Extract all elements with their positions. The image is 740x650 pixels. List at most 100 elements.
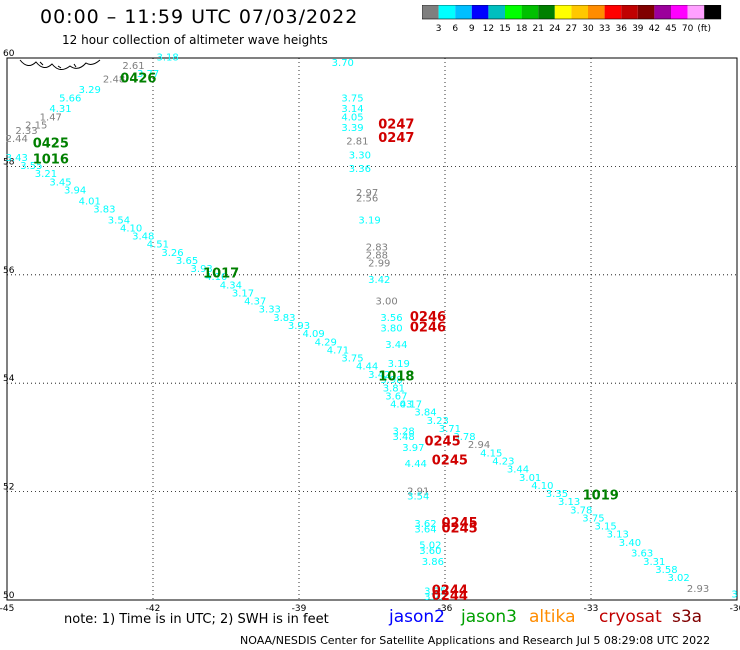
swh-value: 2.93 <box>687 584 709 595</box>
swh-value: 1.47 <box>40 112 62 123</box>
swh-value: 4.71 <box>327 345 349 356</box>
latitude-tick-label: 60 <box>3 49 15 59</box>
pass-time-label: 1017 <box>203 267 239 282</box>
swh-value: 3.18 <box>156 53 178 64</box>
colorbar-tick-label: 45 <box>665 24 676 34</box>
colorbar-swatch <box>538 5 555 19</box>
swh-value: 4.10 <box>205 272 227 283</box>
swh-value: 3.14 <box>341 104 363 115</box>
colorbar-tick-label: 27 <box>566 24 577 34</box>
pass-time-label: 0247 <box>378 131 414 146</box>
colorbar-tick-label: 36 <box>615 24 627 34</box>
swh-value: 3.75 <box>341 354 363 365</box>
swh-value: 3.80 <box>380 324 402 335</box>
swh-value: 3.17 <box>232 288 254 299</box>
colorbar-swatch <box>604 5 622 19</box>
colorbar-swatch <box>438 5 456 19</box>
swh-value: 3.93 <box>288 321 310 332</box>
swh-value: 3.43 <box>6 153 28 164</box>
legend-s3a: s3a <box>672 607 703 627</box>
swh-value: 3.35 <box>546 489 568 500</box>
swh-value: 2.48 <box>103 74 125 85</box>
swh-value: 3.77 <box>137 69 159 80</box>
colorbar-tick-label: 21 <box>532 24 543 34</box>
longitude-tick-label: -33 <box>584 604 599 612</box>
swh-value: 2.99 <box>368 259 390 270</box>
swh-value: 3.23 <box>427 416 449 427</box>
colorbar-swatch <box>687 5 705 19</box>
swh-value: 3.48 <box>132 232 154 243</box>
swh-value: 2.61 <box>122 61 144 72</box>
swh-value: 3.02 <box>667 573 689 584</box>
map-title: 00:00 – 11:59 UTC 07/03/2022 <box>40 6 359 28</box>
pass-time-label: 0244 <box>432 584 468 599</box>
swh-value: 4.09 <box>302 329 324 340</box>
colorbar-tick-label: 15 <box>499 24 510 34</box>
colorbar-tick-label: 39 <box>632 24 644 34</box>
latitude-tick-label: 58 <box>3 157 15 167</box>
swh-value: 3.26 <box>161 248 183 259</box>
swh-value: 3.60 <box>419 546 441 557</box>
swh-value: 3.64 <box>414 524 436 535</box>
colorbar-swatch <box>588 5 605 19</box>
swh-value: 3.15 <box>594 522 616 533</box>
colorbar-swatch <box>471 5 489 19</box>
swh-value: 2.44 <box>6 134 28 145</box>
swh-value: 2.83 <box>366 242 388 253</box>
swh-value: 3.75 <box>582 513 604 524</box>
swh-value: 3.19 <box>388 359 410 370</box>
swh-value: 3.19 <box>358 215 380 226</box>
latitude-tick-label: 50 <box>3 591 15 601</box>
footnote: note: 1) Time is in UTC; 2) SWH is in fe… <box>64 612 329 627</box>
swh-value: 4.23 <box>492 457 514 468</box>
swh-value: 3.98 <box>380 375 402 386</box>
swh-value: 4.34 <box>220 280 242 291</box>
longitude-tick-label: -39 <box>292 604 307 612</box>
swh-value: 2.81 <box>346 137 368 148</box>
legend-jason2: jason2 <box>389 607 445 627</box>
swh-value: 3.56 <box>380 313 402 324</box>
swh-value: 4.01 <box>79 196 101 207</box>
latitude-tick-label: 56 <box>3 266 15 276</box>
colorbar-swatch <box>671 5 688 19</box>
swh-value: 5.66 <box>59 93 81 104</box>
colorbar-swatch <box>488 5 505 19</box>
latitude-tick-label: 54 <box>3 374 15 384</box>
swh-value: 2.88 <box>366 251 388 262</box>
wave-height-colorbar: 3 6 9 12 15 18 21 24 27 30 33 36 39 42 45 70 (ft) <box>422 5 722 34</box>
swh-value: 5.02 <box>419 541 441 552</box>
swh-value: 3.93 <box>191 264 213 275</box>
pass-time-label: 0425 <box>33 136 69 151</box>
swh-value: 3.30 <box>349 150 371 161</box>
swh-value: 2.33 <box>15 126 37 137</box>
legend-altika: altika <box>529 607 576 627</box>
colorbar-tick-label: 30 <box>582 24 594 34</box>
colorbar-swatch <box>521 5 539 19</box>
pass-time-label: 0247 <box>378 117 414 132</box>
swh-value: 2.94 <box>468 440 490 451</box>
swh-value: 2.56 <box>356 194 378 205</box>
coastline-islands <box>39 61 77 69</box>
swh-value: 4.15 <box>480 448 502 459</box>
swh-value: 4.51 <box>147 240 169 251</box>
swh-value: 3.13 <box>558 497 580 508</box>
coastline <box>19 59 101 70</box>
swh-value: 3.22 <box>424 592 446 603</box>
colorbar-swatch <box>654 5 671 19</box>
swh-value: 3.40 <box>619 538 641 549</box>
colorbar-tick-label: 24 <box>549 24 561 34</box>
swh-value: 2.97 <box>356 188 378 199</box>
swh-value: 4.17 <box>400 400 422 411</box>
swh-value: 3.54 <box>108 215 130 226</box>
swh-value: 3 <box>731 589 737 600</box>
swh-value: 4.37 <box>244 297 266 308</box>
swh-value: 3.55 <box>20 161 42 172</box>
swh-value: 4.29 <box>315 337 337 348</box>
colorbar-unit: (ft) <box>697 24 711 34</box>
swh-value: 3.86 <box>422 557 444 568</box>
swh-value: 3.70 <box>332 58 354 69</box>
credit-line: NOAA/NESDIS Center for Satellite Applica… <box>240 634 711 647</box>
swh-value: 4.31 <box>49 104 71 115</box>
swh-value: 2.91 <box>407 486 429 497</box>
colorbar-swatch <box>571 5 588 19</box>
